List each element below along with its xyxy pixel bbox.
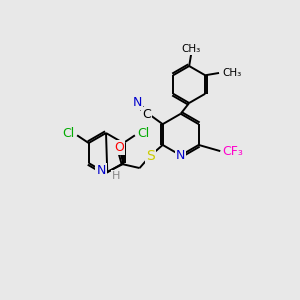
- Text: Cl: Cl: [137, 127, 149, 140]
- Text: H: H: [112, 171, 120, 181]
- Text: CH₃: CH₃: [222, 68, 242, 78]
- Text: CH₃: CH₃: [182, 44, 201, 54]
- Text: CF₃: CF₃: [222, 145, 243, 158]
- Text: N: N: [96, 164, 106, 177]
- Text: N: N: [133, 96, 142, 109]
- Text: S: S: [146, 149, 155, 163]
- Text: N: N: [176, 149, 185, 162]
- Text: C: C: [142, 108, 151, 121]
- Text: Cl: Cl: [63, 127, 75, 140]
- Text: O: O: [114, 141, 124, 154]
